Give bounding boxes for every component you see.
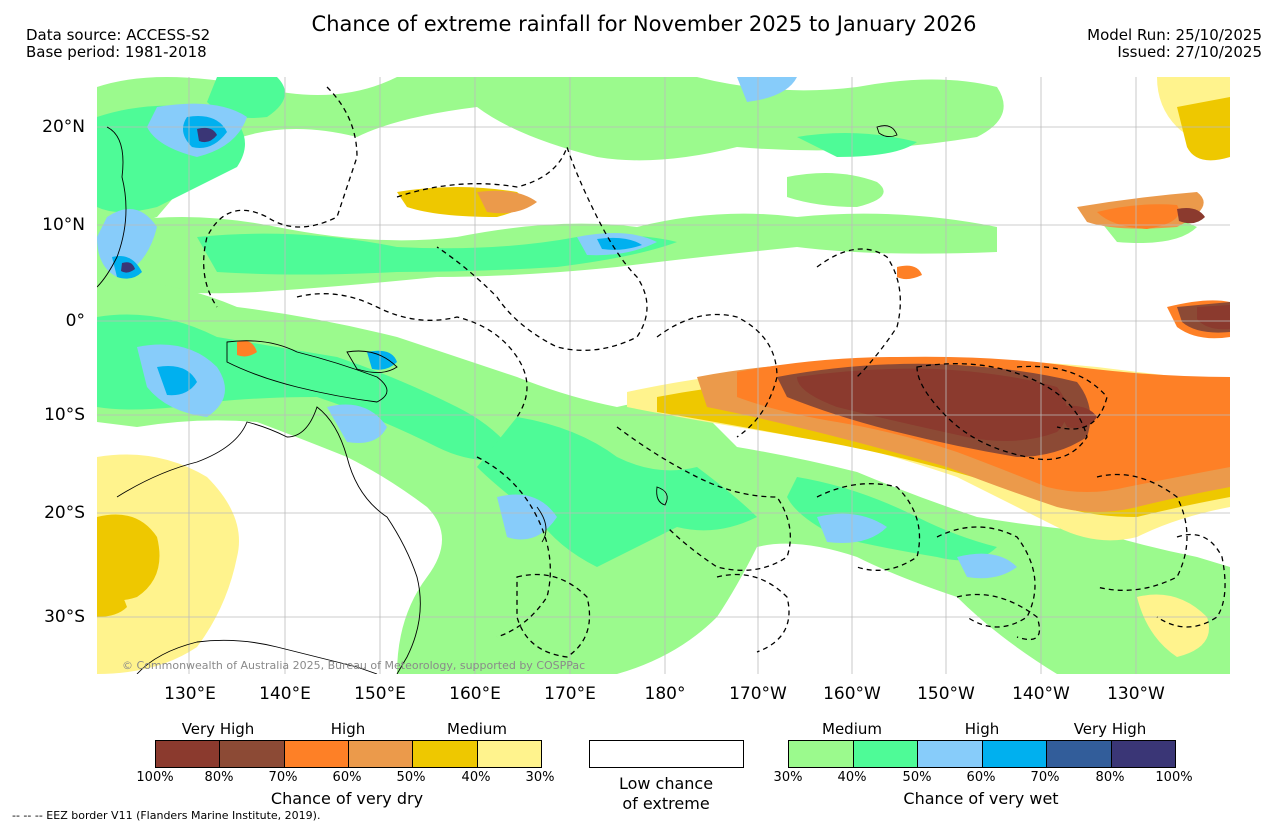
lon-label-160w: 160°W bbox=[823, 684, 881, 704]
rainfall-map bbox=[97, 77, 1230, 674]
dry-colorbar bbox=[155, 740, 542, 768]
lon-label-170w: 170°W bbox=[729, 684, 787, 704]
lon-label-180: 180° bbox=[644, 684, 686, 704]
wet-tick-80: 80% bbox=[1095, 770, 1125, 785]
lon-label-140e: 140°E bbox=[259, 684, 311, 704]
lat-label-30s: 30°S bbox=[44, 607, 85, 627]
coastlines bbox=[97, 125, 898, 674]
dry-swatch-3 bbox=[284, 741, 349, 767]
dry-tick-50: 50% bbox=[396, 770, 426, 785]
eez-borders bbox=[203, 86, 1226, 658]
lon-label-150w: 150°W bbox=[917, 684, 975, 704]
dry-tick-30: 30% bbox=[525, 770, 555, 785]
wet-tick-70: 70% bbox=[1030, 770, 1060, 785]
graticule bbox=[97, 77, 1230, 674]
dry-legend-title: Chance of very dry bbox=[270, 789, 424, 808]
eez-footnote: -- -- -- EEZ border V11 (Flanders Marine… bbox=[12, 809, 321, 822]
lat-label-10n: 10°N bbox=[42, 215, 85, 235]
wet-tick-60: 60% bbox=[966, 770, 996, 785]
header-left: Data source: ACCESS-S2 Base period: 1981… bbox=[26, 27, 210, 61]
base-period: Base period: 1981-2018 bbox=[26, 43, 207, 61]
lon-label-150e: 150°E bbox=[354, 684, 406, 704]
lat-label-10s: 10°S bbox=[44, 405, 85, 425]
wet-tick-30: 30% bbox=[773, 770, 803, 785]
lat-label-20n: 20°N bbox=[42, 117, 85, 137]
lon-label-140w: 140°W bbox=[1012, 684, 1070, 704]
wet-swatch-5 bbox=[1047, 741, 1112, 767]
map-credit: © Commonwealth of Australia 2025, Bureau… bbox=[122, 659, 586, 672]
wet-tick-100: 100% bbox=[1155, 770, 1193, 785]
wet-swatch-4 bbox=[982, 741, 1047, 767]
wet-medium-regions bbox=[97, 77, 997, 567]
wet-swatch-2 bbox=[853, 741, 918, 767]
lon-label-170e: 170°E bbox=[544, 684, 596, 704]
issued-date: Issued: 27/10/2025 bbox=[1117, 43, 1262, 61]
low-chance-swatch bbox=[589, 740, 744, 768]
dry-tick-60: 60% bbox=[332, 770, 362, 785]
dry-very-high-regions bbox=[797, 208, 1230, 441]
map-svg bbox=[97, 77, 1230, 674]
model-run: Model Run: 25/10/2025 bbox=[1087, 26, 1262, 44]
dry-cat-very-high: Very High bbox=[181, 720, 255, 738]
data-source: Data source: ACCESS-S2 bbox=[26, 26, 211, 44]
wet-tick-50: 50% bbox=[902, 770, 932, 785]
dry-swatch-1 bbox=[156, 741, 221, 767]
lat-label-equator: 0° bbox=[65, 311, 85, 331]
lon-label-130e: 130°E bbox=[164, 684, 216, 704]
wet-cat-very-high: Very High bbox=[1073, 720, 1147, 738]
dry-cat-medium: Medium bbox=[447, 720, 507, 738]
chart-title: Chance of extreme rainfall for November … bbox=[311, 12, 977, 36]
dry-cat-high: High bbox=[330, 720, 366, 738]
wet-cat-medium: Medium bbox=[822, 720, 882, 738]
dry-tick-100: 100% bbox=[136, 770, 174, 785]
wet-swatch-3 bbox=[918, 741, 983, 767]
dry-swatch-2 bbox=[220, 741, 285, 767]
wet-colorbar bbox=[788, 740, 1176, 768]
low-chance-label-1: Low chance bbox=[618, 774, 714, 793]
wet-swatch-6 bbox=[1111, 741, 1175, 767]
dry-tick-70: 70% bbox=[268, 770, 298, 785]
lon-label-160e: 160°E bbox=[449, 684, 501, 704]
low-chance-label-2: of extreme bbox=[622, 794, 710, 813]
wet-cat-high: High bbox=[964, 720, 1000, 738]
wet-tick-40: 40% bbox=[837, 770, 867, 785]
lon-label-130w: 130°W bbox=[1107, 684, 1165, 704]
wet-very-high-regions bbox=[121, 127, 217, 273]
dry-tick-40: 40% bbox=[461, 770, 491, 785]
dry-tick-80: 80% bbox=[204, 770, 234, 785]
wet-legend-title: Chance of very wet bbox=[903, 789, 1059, 808]
dry-swatch-5 bbox=[413, 741, 478, 767]
lat-label-20s: 20°S bbox=[44, 503, 85, 523]
dry-swatch-6 bbox=[477, 741, 541, 767]
header-right: Model Run: 25/10/2025 Issued: 27/10/2025 bbox=[1087, 27, 1262, 61]
wet-swatch-1 bbox=[789, 741, 854, 767]
dry-swatch-4 bbox=[348, 741, 414, 767]
